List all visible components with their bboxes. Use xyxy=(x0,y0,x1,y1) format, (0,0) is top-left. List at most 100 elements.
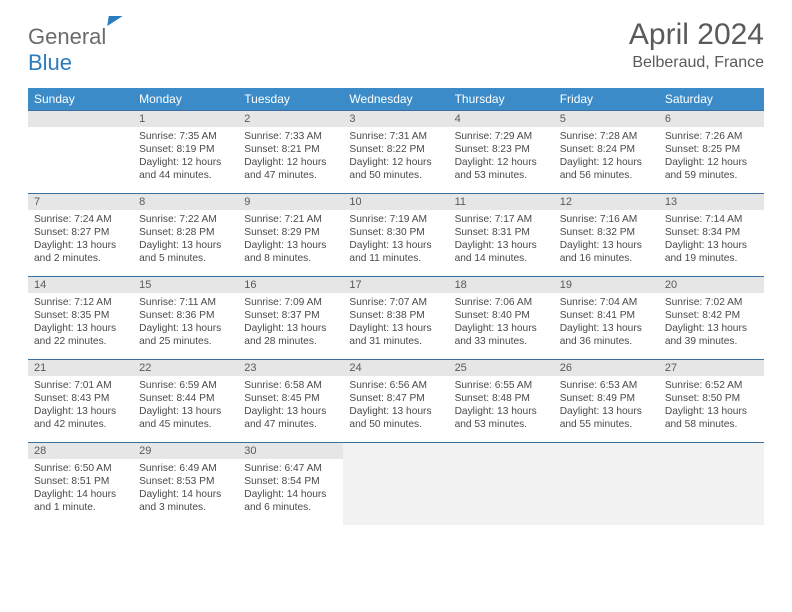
daylight-text: Daylight: 13 hours xyxy=(34,405,127,418)
daylight-text: and 56 minutes. xyxy=(560,169,653,182)
day-number: 1 xyxy=(133,110,238,127)
sunset-text: Sunset: 8:49 PM xyxy=(560,392,653,405)
calendar-cell: 11 Sunrise: 7:17 AMSunset: 8:31 PMDayligh… xyxy=(449,193,554,276)
title-block: April 2024 Belberaud, France xyxy=(629,18,764,72)
daylight-text: Daylight: 14 hours xyxy=(139,488,232,501)
sunrise-text: Sunrise: 7:31 AM xyxy=(349,130,442,143)
sunrise-text: Sunrise: 7:28 AM xyxy=(560,130,653,143)
sunrise-text: Sunrise: 6:59 AM xyxy=(139,379,232,392)
daylight-text: and 55 minutes. xyxy=(560,418,653,431)
weekday-header: Sunday xyxy=(28,88,133,110)
calendar-body: 1Sunrise: 7:35 AMSunset: 8:19 PMDaylight… xyxy=(28,110,764,525)
sunrise-text: Sunrise: 6:47 AM xyxy=(244,462,337,475)
weekday-header-row: Sunday Monday Tuesday Wednesday Thursday… xyxy=(28,88,764,110)
day-number: 13 xyxy=(659,193,764,210)
daylight-text: and 53 minutes. xyxy=(455,169,548,182)
day-number: 20 xyxy=(659,276,764,293)
daylight-text: and 31 minutes. xyxy=(349,335,442,348)
month-title: April 2024 xyxy=(629,18,764,52)
daylight-text: and 25 minutes. xyxy=(139,335,232,348)
sunset-text: Sunset: 8:25 PM xyxy=(665,143,758,156)
day-number: 7 xyxy=(28,193,133,210)
sunrise-text: Sunrise: 6:50 AM xyxy=(34,462,127,475)
calendar-cell: 17Sunrise: 7:07 AMSunset: 8:38 PMDayligh… xyxy=(343,276,448,359)
weekday-header: Tuesday xyxy=(238,88,343,110)
day-number: 26 xyxy=(554,359,659,376)
calendar-cell: 15Sunrise: 7:11 AMSunset: 8:36 PMDayligh… xyxy=(133,276,238,359)
daylight-text: Daylight: 13 hours xyxy=(560,239,653,252)
day-number: 4 xyxy=(449,110,554,127)
daylight-text: Daylight: 13 hours xyxy=(139,322,232,335)
daylight-text: Daylight: 13 hours xyxy=(34,322,127,335)
daylight-text: Daylight: 12 hours xyxy=(349,156,442,169)
sunset-text: Sunset: 8:48 PM xyxy=(455,392,548,405)
sunrise-text: Sunrise: 7:02 AM xyxy=(665,296,758,309)
sunrise-text: Sunrise: 7:14 AM xyxy=(665,213,758,226)
daylight-text: and 1 minute. xyxy=(34,501,127,514)
day-number: 28 xyxy=(28,442,133,459)
sunset-text: Sunset: 8:21 PM xyxy=(244,143,337,156)
day-number: 30 xyxy=(238,442,343,459)
daylight-text: and 53 minutes. xyxy=(455,418,548,431)
calendar-cell: 20Sunrise: 7:02 AMSunset: 8:42 PMDayligh… xyxy=(659,276,764,359)
calendar-row: 14Sunrise: 7:12 AMSunset: 8:35 PMDayligh… xyxy=(28,276,764,359)
weekday-header: Wednesday xyxy=(343,88,448,110)
sunset-text: Sunset: 8:54 PM xyxy=(244,475,337,488)
calendar-cell: 1Sunrise: 7:35 AMSunset: 8:19 PMDaylight… xyxy=(133,110,238,193)
calendar-cell: 18Sunrise: 7:06 AMSunset: 8:40 PMDayligh… xyxy=(449,276,554,359)
daylight-text: Daylight: 13 hours xyxy=(349,405,442,418)
sunset-text: Sunset: 8:30 PM xyxy=(349,226,442,239)
sunset-text: Sunset: 8:42 PM xyxy=(665,309,758,322)
sunset-text: Sunset: 8:22 PM xyxy=(349,143,442,156)
daylight-text: Daylight: 13 hours xyxy=(665,239,758,252)
sunset-text: Sunset: 8:32 PM xyxy=(560,226,653,239)
daylight-text: and 11 minutes. xyxy=(349,252,442,265)
day-number: 6 xyxy=(659,110,764,127)
sunrise-text: Sunrise: 7:29 AM xyxy=(455,130,548,143)
calendar-cell: 3Sunrise: 7:31 AMSunset: 8:22 PMDaylight… xyxy=(343,110,448,193)
day-number: 21 xyxy=(28,359,133,376)
sunrise-text: Sunrise: 7:16 AM xyxy=(560,213,653,226)
sunset-text: Sunset: 8:31 PM xyxy=(455,226,548,239)
daylight-text: and 19 minutes. xyxy=(665,252,758,265)
sunrise-text: Sunrise: 7:06 AM xyxy=(455,296,548,309)
calendar-cell: 5Sunrise: 7:28 AMSunset: 8:24 PMDaylight… xyxy=(554,110,659,193)
day-number: 11 xyxy=(449,193,554,210)
sunset-text: Sunset: 8:51 PM xyxy=(34,475,127,488)
daylight-text: and 44 minutes. xyxy=(139,169,232,182)
daylight-text: and 14 minutes. xyxy=(455,252,548,265)
day-number: 23 xyxy=(238,359,343,376)
weekday-header: Saturday xyxy=(659,88,764,110)
sunset-text: Sunset: 8:24 PM xyxy=(560,143,653,156)
calendar-cell: 8Sunrise: 7:22 AMSunset: 8:28 PMDaylight… xyxy=(133,193,238,276)
calendar-cell: 29Sunrise: 6:49 AMSunset: 8:53 PMDayligh… xyxy=(133,442,238,525)
daylight-text: Daylight: 12 hours xyxy=(455,156,548,169)
day-number: 27 xyxy=(659,359,764,376)
sunset-text: Sunset: 8:34 PM xyxy=(665,226,758,239)
daylight-text: Daylight: 13 hours xyxy=(244,322,337,335)
daylight-text: Daylight: 13 hours xyxy=(139,239,232,252)
sunrise-text: Sunrise: 7:07 AM xyxy=(349,296,442,309)
calendar-cell: 28Sunrise: 6:50 AMSunset: 8:51 PMDayligh… xyxy=(28,442,133,525)
daylight-text: Daylight: 13 hours xyxy=(455,239,548,252)
sunrise-text: Sunrise: 7:11 AM xyxy=(139,296,232,309)
daylight-text: and 47 minutes. xyxy=(244,418,337,431)
sunrise-text: Sunrise: 7:21 AM xyxy=(244,213,337,226)
day-number: 29 xyxy=(133,442,238,459)
sunrise-text: Sunrise: 7:01 AM xyxy=(34,379,127,392)
day-number: 12 xyxy=(554,193,659,210)
location-label: Belberaud, France xyxy=(629,54,764,72)
calendar-cell: 25Sunrise: 6:55 AMSunset: 8:48 PMDayligh… xyxy=(449,359,554,442)
sunset-text: Sunset: 8:40 PM xyxy=(455,309,548,322)
sunset-text: Sunset: 8:29 PM xyxy=(244,226,337,239)
day-number: 8 xyxy=(133,193,238,210)
calendar-page: GeneralBlue April 2024 Belberaud, France… xyxy=(0,0,792,543)
daylight-text: and 28 minutes. xyxy=(244,335,337,348)
sunrise-text: Sunrise: 7:22 AM xyxy=(139,213,232,226)
sunrise-text: Sunrise: 7:33 AM xyxy=(244,130,337,143)
sunset-text: Sunset: 8:36 PM xyxy=(139,309,232,322)
sunrise-text: Sunrise: 7:17 AM xyxy=(455,213,548,226)
weekday-header: Friday xyxy=(554,88,659,110)
calendar-table: Sunday Monday Tuesday Wednesday Thursday… xyxy=(28,88,764,525)
sunset-text: Sunset: 8:53 PM xyxy=(139,475,232,488)
